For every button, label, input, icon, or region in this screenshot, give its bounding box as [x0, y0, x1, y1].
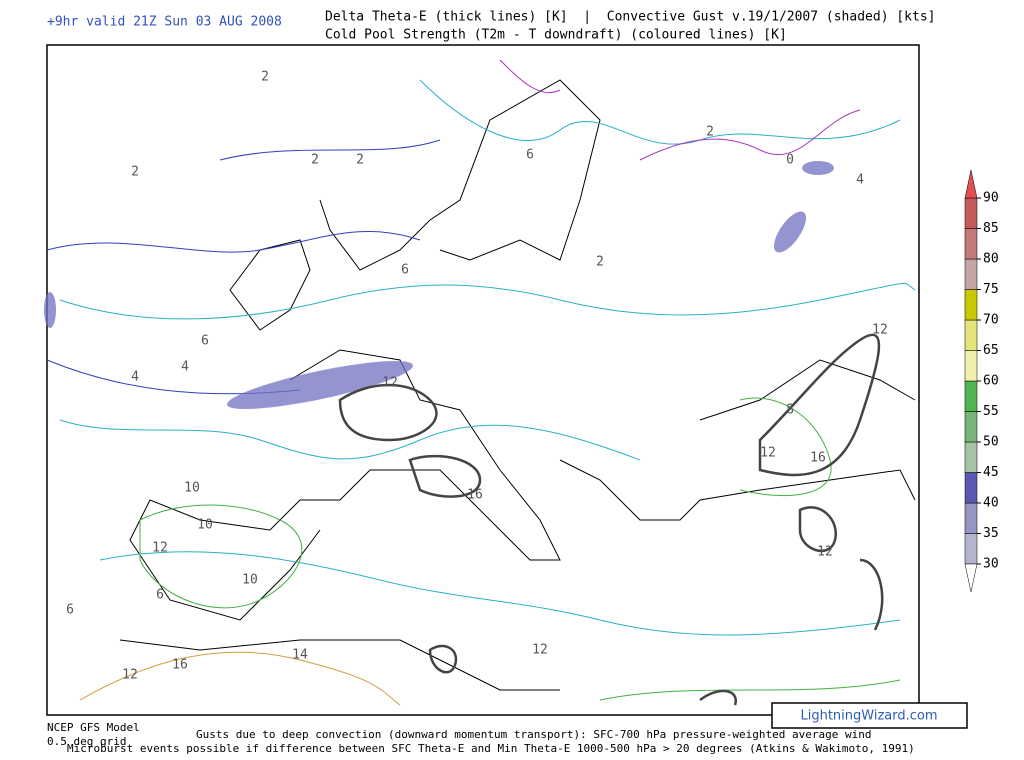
colorbar-tick-label: 45	[983, 465, 999, 480]
contour-label: 2	[356, 153, 364, 168]
contour-label: 0	[786, 153, 794, 168]
contour-label: 4	[856, 173, 864, 188]
contour-label: 14	[292, 648, 308, 663]
contour-label: 12	[760, 446, 776, 461]
contour-label: 6	[201, 334, 209, 349]
colorbar-segment	[964, 441, 978, 473]
contour-label: 10	[197, 518, 213, 533]
contour-label: 6	[66, 603, 74, 618]
valid-time: +9hr valid 21Z Sun 03 AUG 2008	[47, 15, 282, 30]
colorbar-segment	[964, 350, 978, 382]
colorbar-tick-label: 90	[983, 191, 999, 206]
contour-label: 6	[401, 263, 409, 278]
colorbar-tick-label: 50	[983, 435, 999, 450]
contour-label: 6	[156, 588, 164, 603]
colorbar-segment	[964, 228, 978, 260]
contour-label: 12	[382, 376, 398, 391]
contour-label: 16	[467, 488, 483, 503]
contour-label: 2	[311, 153, 319, 168]
colorbar-tick-label: 40	[983, 496, 999, 511]
watermark-box	[771, 702, 968, 729]
contour-label: 4	[131, 370, 139, 385]
colorbar-tick-label: 60	[983, 374, 999, 389]
colorbar-tick-label: 30	[983, 557, 999, 572]
contour-label: 4	[181, 360, 189, 375]
colorbar-segment	[964, 380, 978, 412]
contour-label: 12	[532, 643, 548, 658]
colorbar: 30 35 40 45 50 55 60 65 70 75 80 85 90	[964, 169, 999, 593]
contour-label: 8	[786, 403, 794, 418]
colorbar-tick-label: 70	[983, 313, 999, 328]
contour-label: 12	[152, 541, 168, 556]
colorbar-segment	[964, 258, 978, 290]
footer-microburst: Microburst events possible if difference…	[67, 742, 915, 755]
map: 222 2446662024121216161210101216141212866…	[44, 44, 920, 716]
colorbar-segment	[964, 197, 978, 229]
footer-gusts: Gusts due to deep convection (downward m…	[196, 728, 872, 741]
colorbar-tick-label: 80	[983, 252, 999, 267]
contour-label: 2	[596, 255, 604, 270]
footer-grid: 0.5 deg grid	[47, 735, 126, 748]
contour-label: 2	[131, 165, 139, 180]
contour-label: 10	[184, 481, 200, 496]
colorbar-tick-label: 75	[983, 282, 999, 297]
colorbar-tick-label: 55	[983, 404, 999, 419]
colorbar-tick-label: 35	[983, 526, 999, 541]
title-line: Delta Theta-E (thick lines) [K] | Convec…	[325, 10, 935, 25]
colorbar-segment	[964, 289, 978, 321]
colorbar-tick-label: 65	[983, 343, 999, 358]
colorbar-segment	[964, 502, 978, 534]
contour-label: 12	[817, 545, 833, 560]
contour-label: 16	[172, 658, 188, 673]
footer-model: NCEP GFS Model	[47, 721, 140, 734]
contour-label: 12	[122, 668, 138, 683]
colorbar-segment	[964, 472, 978, 504]
contour-label: 12	[872, 323, 888, 338]
colorbar-tick-label: 85	[983, 221, 999, 236]
contour-label: 2	[261, 70, 269, 85]
contour-label: 2	[706, 125, 714, 140]
contour-label: 10	[242, 573, 258, 588]
contour-label: 16	[810, 451, 826, 466]
contour-labels: 222 2446662024121216161210101216141212866…	[66, 70, 888, 683]
contour-label: 6	[526, 148, 534, 163]
colorbar-segment	[964, 533, 978, 565]
watermark: LightningWizard.com	[800, 709, 937, 724]
colorbar-segment	[964, 319, 978, 351]
title-line: Cold Pool Strength (T2m - T downdraft) (…	[325, 28, 787, 43]
colorbar-segment	[964, 411, 978, 443]
colorbar-arrow-top	[964, 169, 978, 199]
colorbar-arrow-bottom	[964, 563, 978, 593]
